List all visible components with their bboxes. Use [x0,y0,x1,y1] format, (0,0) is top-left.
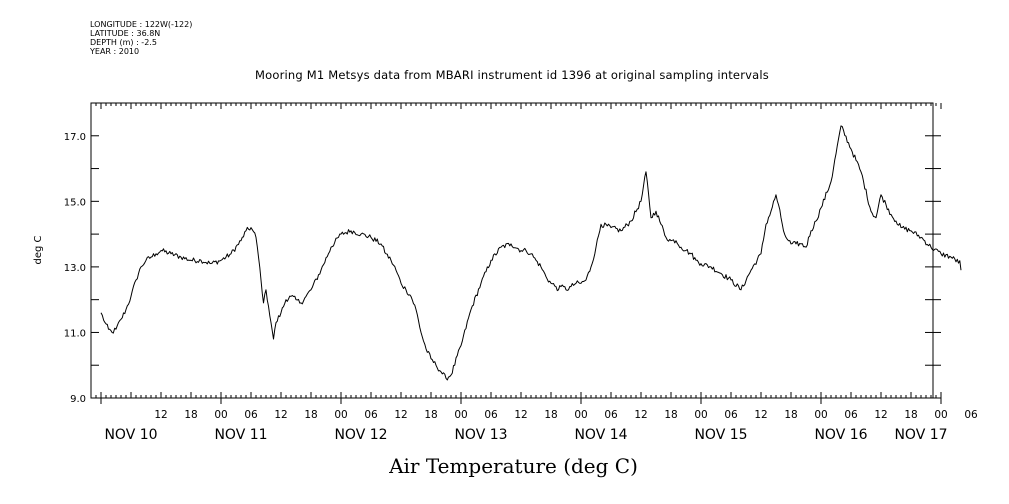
y-tick-label: 15.0 [64,197,86,208]
x-hour-label: 12 [274,409,287,421]
y-axis-label: deg C [33,235,44,264]
x-hour-label: 18 [784,409,797,421]
x-day-label: NOV 12 [334,427,387,443]
x-day-label: NOV 13 [454,427,507,443]
y-tick-labels: 9.0 11.0 13.0 15.0 17.0 [64,132,86,405]
y-tick-label: 11.0 [64,328,86,339]
x-hour-label: 00 [454,409,467,421]
x-hour-label: 06 [484,409,498,421]
x-tick-labels: 12 18 00 06 12 18 00 06 12 18 00 06 12 18 00 06 12 18 00 06… [104,409,978,443]
x-hour-label: 12 [634,409,647,421]
x-day-label: NOV 17 [894,427,947,443]
plot-frame [90,102,934,399]
x-hour-label: 00 [574,409,587,421]
series-line [100,125,962,381]
x-hour-label: 00 [814,409,827,421]
x-hour-label: 12 [514,409,527,421]
x-hour-label: 18 [664,409,677,421]
x-hour-label: 12 [754,409,767,421]
chart-title: Mooring M1 Metsys data from MBARI instru… [255,68,769,82]
meta-year: YEAR : 2010 [90,47,140,56]
x-hour-label: 18 [544,409,557,421]
x-hour-label: 06 [724,409,738,421]
x-hour-label: 18 [304,409,317,421]
x-day-label: NOV 10 [104,427,157,443]
x-hour-label: 06 [364,409,378,421]
x-hour-label: 12 [154,409,167,421]
x-hour-label: 06 [844,409,858,421]
x-hour-label: 06 [604,409,618,421]
x-day-label: NOV 11 [214,427,267,443]
x-hour-label: 12 [874,409,887,421]
x-hour-label: 00 [214,409,227,421]
x-day-label: NOV 16 [814,427,867,443]
y-tick-label: 13.0 [64,263,86,274]
x-hour-label: 18 [424,409,437,421]
x-hour-label: 18 [904,409,917,421]
x-hour-label: 00 [694,409,707,421]
series-group [100,125,962,381]
meta-latitude: LATITUDE : 36.8N [90,29,161,38]
x-hour-label: 06 [964,409,978,421]
meta-longitude: LONGITUDE : 122W(-122) [90,20,193,29]
x-hour-label: 00 [334,409,347,421]
y-tick-label: 9.0 [70,394,86,405]
x-day-label: NOV 15 [694,427,747,443]
x-hour-label: 06 [244,409,258,421]
x-hour-label: 12 [394,409,407,421]
metadata-block: LONGITUDE : 122W(-122) LATITUDE : 36.8N … [90,20,192,56]
x-hour-label: 18 [184,409,197,421]
x-hour-label: 00 [934,409,947,421]
y-tick-label: 17.0 [64,132,86,143]
x-day-label: NOV 14 [574,427,627,443]
axis-ticks [90,103,942,404]
meta-depth: DEPTH (m) : -2.5 [90,38,157,47]
x-axis-label: Air Temperature (deg C) [389,454,638,478]
